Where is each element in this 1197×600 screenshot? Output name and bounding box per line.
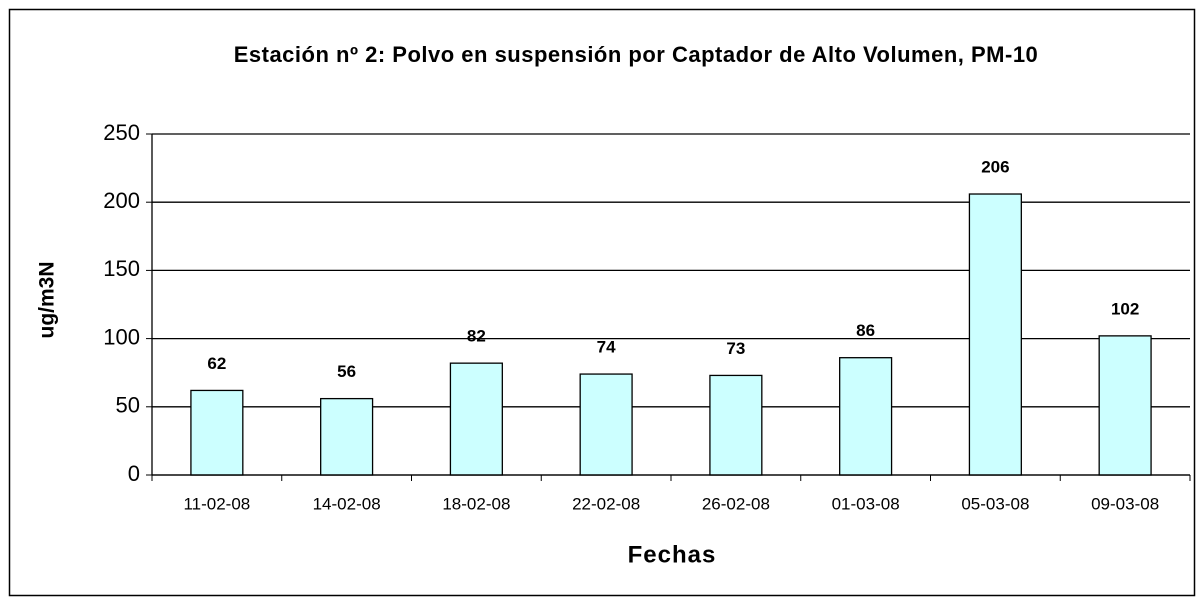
data-label: 56 — [337, 362, 356, 381]
data-label: 82 — [467, 327, 486, 346]
bar — [1098, 335, 1152, 476]
x-tick-label: 18-02-08 — [442, 494, 510, 513]
data-label: 102 — [1111, 299, 1139, 318]
x-tick-label: 01-03-08 — [832, 494, 900, 513]
x-tick-label: 26-02-08 — [702, 494, 770, 513]
bar — [839, 357, 893, 476]
x-tick-label: 09-03-08 — [1091, 494, 1159, 513]
y-tick-label: 200 — [103, 188, 140, 213]
bar — [320, 397, 374, 476]
x-tick-label: 14-02-08 — [313, 494, 381, 513]
y-tick-label: 50 — [116, 393, 140, 418]
bar — [449, 362, 503, 476]
data-label: 206 — [981, 158, 1009, 177]
y-tick-label: 100 — [103, 324, 140, 349]
data-label: 73 — [726, 339, 745, 358]
bar — [709, 374, 763, 476]
y-tick-label: 0 — [128, 461, 140, 486]
x-axis-label: Fechas — [628, 541, 717, 568]
chart-title: Estación nº 2: Polvo en suspensión por C… — [233, 42, 1039, 67]
bar — [190, 389, 244, 476]
data-label: 74 — [597, 338, 616, 357]
y-tick-label: 150 — [103, 256, 140, 281]
bar — [968, 193, 1022, 476]
data-label: 86 — [856, 321, 875, 340]
bar — [579, 373, 633, 476]
y-tick-label: 250 — [103, 120, 140, 145]
data-label: 62 — [207, 354, 226, 373]
y-axis-label: ug/m3N — [36, 261, 59, 338]
x-tick-label: 05-03-08 — [961, 494, 1029, 513]
x-tick-label: 11-02-08 — [183, 494, 250, 513]
x-tick-label: 22-02-08 — [572, 494, 640, 513]
